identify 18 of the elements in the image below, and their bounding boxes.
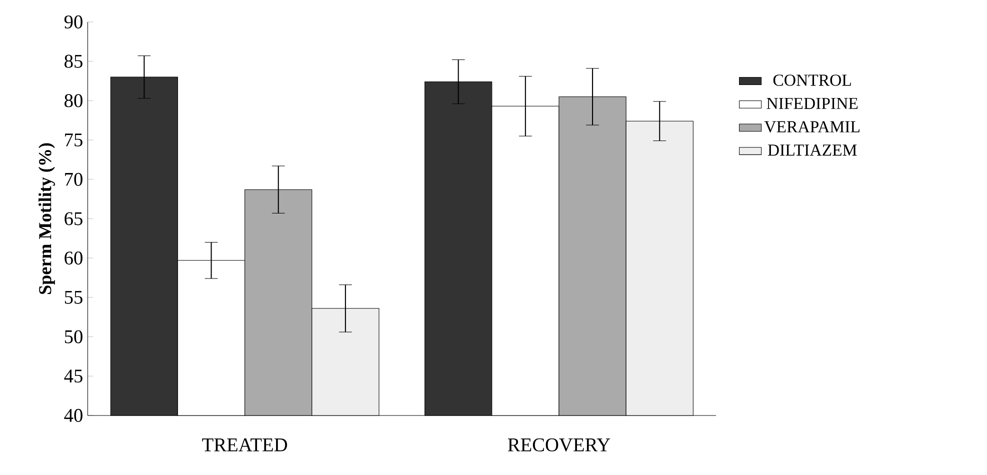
y-tick-label: 55 (64, 291, 82, 304)
y-tick-label: 80 (64, 94, 82, 108)
y-axis-title: Sperm Motility (%) (38, 143, 55, 294)
legend-label: DILTIAZEM (768, 144, 857, 156)
y-tick-label: 60 (64, 252, 82, 265)
y-tick-label: 50 (64, 330, 82, 344)
y-tick-label: 75 (65, 134, 82, 147)
legend-label: NIFEDIPINE (766, 98, 858, 110)
y-tick-label: 45 (64, 370, 82, 383)
y-tick-label: 65 (64, 212, 82, 226)
x-tick-label: RECOVERY (508, 438, 610, 452)
y-tick-label: 90 (64, 16, 82, 29)
legend-label: VERAPAMIL (764, 121, 860, 133)
x-tick-label: TREATED (202, 438, 288, 452)
y-tick-label: 70 (65, 172, 82, 186)
legend-label: CONTROL (773, 74, 851, 86)
y-tick-label: 85 (64, 54, 82, 68)
y-tick-label: 40 (64, 409, 82, 422)
